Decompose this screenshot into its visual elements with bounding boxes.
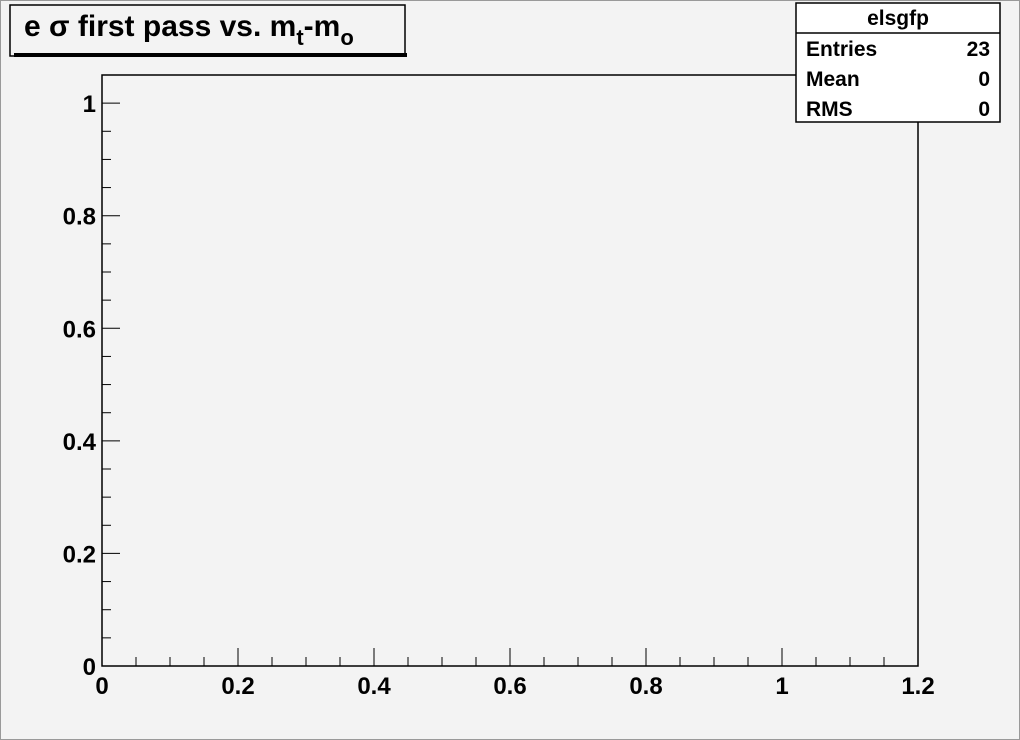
- x-tick-label: 1: [775, 673, 788, 700]
- x-tick-label: 0.4: [357, 673, 391, 700]
- y-tick-label: 0.8: [63, 204, 96, 231]
- chart-title: e σ first pass vs. mt-mo: [24, 10, 354, 50]
- title-part: e σ first pass vs. m: [24, 10, 296, 43]
- title-subscript: o: [340, 25, 353, 50]
- stats-box: [795, 2, 1001, 123]
- x-tick-label: 1.2: [901, 673, 934, 700]
- stats-label: RMS: [806, 98, 853, 121]
- x-tick-label: 0: [95, 673, 108, 700]
- stats-title: elsgfp: [867, 7, 929, 30]
- y-tick-label: 1: [83, 91, 96, 118]
- y-tick-label: 0.2: [63, 541, 96, 568]
- stats-value: 0: [978, 68, 990, 91]
- title-shadow: [14, 53, 407, 57]
- y-tick-label: 0.4: [63, 429, 97, 456]
- stats-label: Entries: [806, 38, 877, 61]
- x-tick-label: 0.8: [629, 673, 662, 700]
- stats-value: 0: [978, 98, 990, 121]
- stats-label: Mean: [806, 68, 860, 91]
- stats-value: 23: [967, 38, 990, 61]
- y-tick-label: 0: [83, 654, 96, 681]
- x-tick-label: 0.2: [221, 673, 254, 700]
- x-tick-label: 0.6: [493, 673, 526, 700]
- title-part: -m: [304, 10, 341, 43]
- y-tick-label: 0.6: [63, 316, 96, 343]
- title-subscript: t: [296, 25, 304, 50]
- title-box: [9, 4, 406, 57]
